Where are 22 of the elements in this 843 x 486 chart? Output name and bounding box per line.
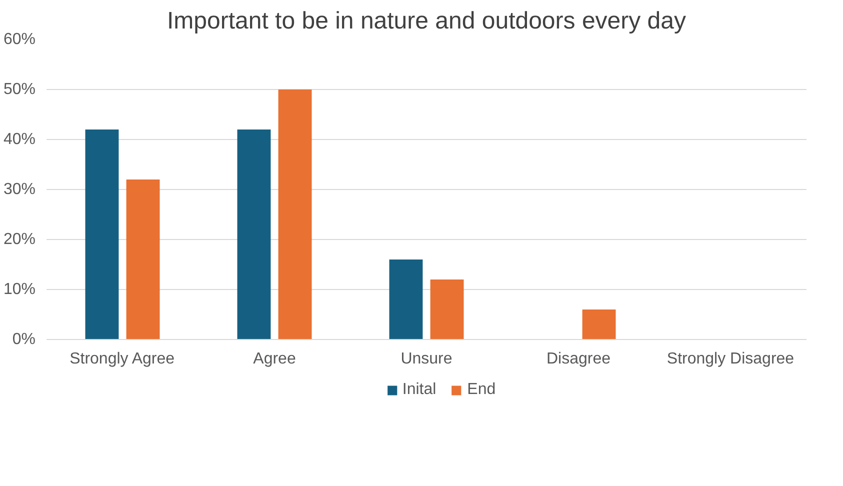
y-tick-label: 10% — [3, 281, 36, 298]
bar — [237, 130, 271, 340]
bar — [85, 130, 119, 340]
legend-label: End — [467, 381, 496, 399]
bar — [430, 280, 464, 340]
legend-label: Inital — [402, 381, 436, 399]
x-tick-label: Strongly Disagree — [666, 350, 794, 368]
x-tick-label: Strongly Agree — [70, 350, 175, 368]
bar — [389, 260, 423, 340]
y-tick-label: 20% — [3, 231, 36, 248]
y-tick-label: 60% — [3, 31, 36, 48]
y-tick-label: 0% — [12, 331, 36, 348]
y-tick-label: 50% — [3, 81, 36, 98]
chart-title: Important to be in nature and outdoors every day — [167, 8, 686, 34]
x-tick-label: Disagree — [546, 350, 611, 368]
y-tick-label: 40% — [3, 131, 36, 148]
x-tick-label: Agree — [253, 350, 296, 368]
x-tick-label: Unsure — [400, 350, 452, 368]
bar — [126, 180, 160, 340]
bar — [582, 310, 616, 340]
y-tick-label: 30% — [3, 181, 36, 198]
bar — [278, 90, 312, 340]
